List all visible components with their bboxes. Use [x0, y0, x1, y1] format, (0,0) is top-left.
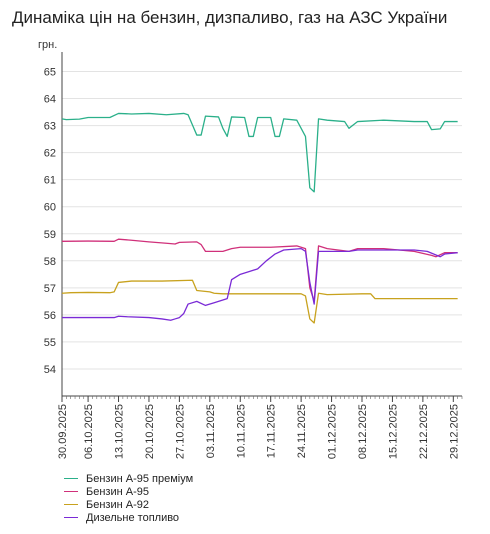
legend-swatch — [64, 490, 78, 493]
x-tick-label: 01.12.2025 — [327, 404, 339, 459]
chart-title: Динаміка цін на бензин, дизпаливо, газ н… — [12, 8, 448, 27]
y-tick-label: 61 — [44, 175, 56, 187]
x-tick-label: 13.10.2025 — [114, 404, 126, 459]
legend-item-4: Дизельне топливо — [64, 511, 193, 524]
series-line-1 — [61, 112, 458, 193]
x-tick-label: 03.11.2025 — [205, 404, 217, 458]
x-tick-label: 10.11.2025 — [235, 404, 247, 458]
legend-swatch — [64, 516, 78, 519]
series-line-4 — [62, 247, 458, 321]
legend-label: Бензин А-95 — [86, 485, 149, 498]
legend-item-2: Бензин А-95 — [64, 485, 193, 498]
x-tick-label: 20.10.2025 — [144, 404, 156, 459]
legend-label: Бензин А-92 — [86, 498, 149, 511]
x-tick-label: 15.12.2025 — [387, 404, 399, 459]
legend-swatch — [64, 477, 78, 480]
series-line-3 — [61, 279, 458, 324]
y-tick-label: 58 — [44, 256, 56, 268]
y-tick-label: 56 — [44, 310, 56, 322]
legend-label: Бензин А-95 преміум — [86, 472, 194, 485]
x-tick-label: 17.11.2025 — [266, 404, 278, 458]
y-tick-label: 59 — [44, 229, 56, 241]
legend-label: Дизельне топливо — [86, 511, 180, 524]
x-tick-label: 24.11.2025 — [296, 404, 308, 458]
y-tick-label: 63 — [44, 121, 56, 133]
y-tick-label: 62 — [44, 148, 56, 160]
y-tick-label: 64 — [44, 94, 56, 106]
y-axis-label: грн. — [38, 39, 57, 51]
x-tick-label: 29.12.2025 — [448, 404, 460, 459]
legend-item-3: Бензин А-92 — [64, 498, 193, 511]
y-tick-label: 57 — [44, 283, 56, 295]
x-tick-label: 30.09.2025 — [57, 404, 69, 459]
legend-swatch — [64, 503, 78, 506]
series-line-2 — [61, 238, 458, 303]
x-tick-label: 22.12.2025 — [418, 404, 430, 459]
x-tick-label: 08.12.2025 — [357, 404, 369, 459]
y-tick-label: 65 — [44, 67, 56, 79]
y-tick-label: 60 — [44, 202, 56, 214]
y-tick-label: 55 — [44, 337, 56, 349]
chart-legend: Бензин А-95 преміум Бензин А-95 Бензин А-9… — [64, 472, 193, 524]
legend-item-1: Бензин А-95 преміум — [64, 472, 193, 485]
x-tick-label: 27.10.2025 — [174, 404, 186, 459]
x-tick-label: 06.10.2025 — [83, 404, 95, 459]
y-tick-label: 54 — [44, 364, 56, 376]
